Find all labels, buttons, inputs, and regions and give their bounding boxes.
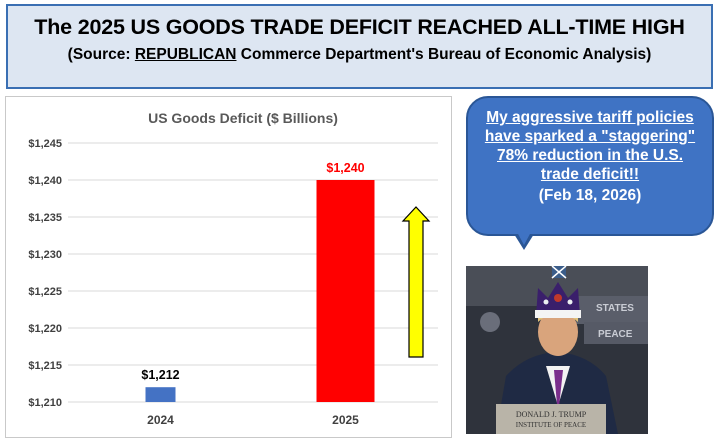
bubble-tail-inner — [517, 232, 531, 245]
speaker-photo: STATES PEACE DONALD J. TRUMP INSTITUTE O… — [466, 266, 648, 434]
nameplate-line-2: INSTITUTE OF PEACE — [516, 421, 586, 429]
seal-icon — [480, 312, 500, 332]
x-tick-label: 2024 — [147, 413, 174, 427]
bar-2025 — [316, 180, 375, 402]
subtitle-prefix: (Source: — [67, 46, 135, 63]
page-title: The 2025 US GOODS TRADE DEFICIT REACHED … — [34, 15, 685, 39]
backdrop-text-2: PEACE — [598, 329, 633, 340]
bubble-quote: My aggressive tariff policies have spark… — [484, 109, 696, 183]
data-label: $1,240 — [326, 161, 364, 175]
page-subtitle: (Source: REPUBLICAN Commerce Department'… — [8, 46, 711, 64]
y-tick-label: $1,240 — [28, 175, 62, 187]
bar-chart: US Goods Deficit ($ Billions) $1,210 $1,21… — [28, 110, 438, 427]
backdrop-text-1: STATES — [596, 303, 634, 314]
data-label: $1,212 — [141, 368, 179, 382]
bubble-date: (Feb 18, 2026) — [538, 187, 642, 204]
header-banner: The 2025 US GOODS TRADE DEFICIT REACHED … — [6, 4, 713, 89]
up-arrow-icon — [401, 206, 431, 358]
speech-bubble: My aggressive tariff policies have spark… — [466, 96, 714, 236]
y-tick-label: $1,220 — [28, 323, 62, 335]
y-tick-label: $1,235 — [28, 212, 62, 224]
y-tick-label: $1,230 — [28, 249, 62, 261]
y-tick-label: $1,225 — [28, 286, 62, 298]
chart-panel: US Goods Deficit ($ Billions) $1,210 $1,21… — [5, 96, 452, 438]
y-tick-label: $1,215 — [28, 360, 62, 372]
speaker-illustration: STATES PEACE DONALD J. TRUMP INSTITUTE O… — [466, 266, 648, 434]
chart-title: US Goods Deficit ($ Billions) — [148, 110, 338, 126]
x-tick-label: 2025 — [332, 413, 359, 427]
subtitle-suffix: Commerce Department's Bureau of Economic… — [236, 46, 652, 63]
subtitle-emphasis: REPUBLICAN — [134, 46, 237, 63]
y-tick-label: $1,210 — [28, 397, 62, 409]
y-tick-label: $1,245 — [28, 138, 62, 150]
nameplate-line-1: DONALD J. TRUMP — [516, 410, 587, 419]
bar-2024 — [145, 387, 176, 402]
